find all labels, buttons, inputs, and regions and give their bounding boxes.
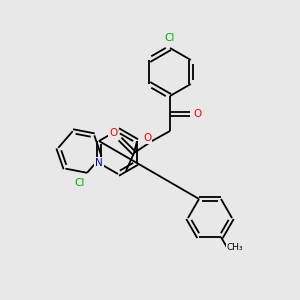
Text: Cl: Cl (165, 33, 175, 43)
Text: N: N (95, 158, 103, 168)
Text: O: O (109, 128, 117, 138)
Text: O: O (143, 133, 151, 143)
Text: Cl: Cl (74, 178, 84, 188)
Text: O: O (194, 109, 202, 119)
Text: CH₃: CH₃ (227, 243, 243, 252)
